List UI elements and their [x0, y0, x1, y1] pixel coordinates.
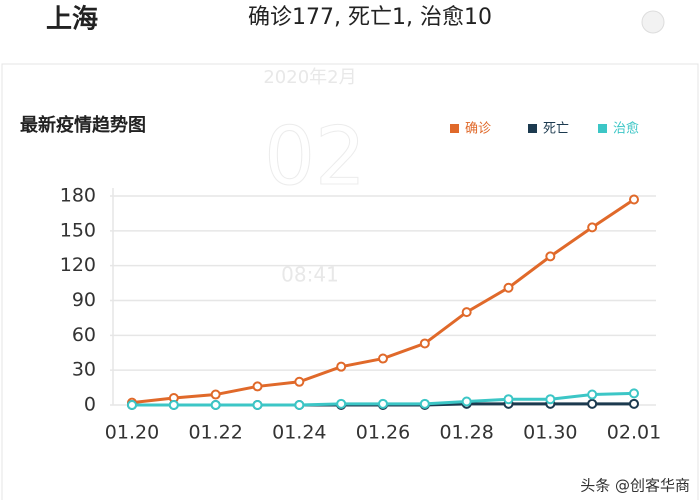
summary: 确诊177, 死亡1, 治愈10 — [248, 5, 492, 30]
legend-swatch — [528, 124, 537, 133]
card — [1, 63, 699, 504]
x-tick-label: 02.01 — [607, 422, 661, 444]
data-point — [378, 398, 388, 409]
data-point — [587, 222, 598, 233]
watermark-time: 08:41 — [281, 263, 339, 287]
data-point — [336, 398, 347, 409]
data-point — [629, 194, 639, 205]
watermark-month: 2020年2月 — [263, 67, 356, 88]
y-tick-label: 90 — [72, 289, 96, 311]
avatar-icon[interactable] — [641, 10, 665, 34]
x-tick-label: 01.28 — [439, 422, 493, 444]
data-point — [210, 389, 221, 400]
y-tick-label: 30 — [72, 359, 96, 381]
legend-label: 确诊 — [465, 122, 491, 137]
data-point — [545, 394, 556, 405]
data-point — [461, 307, 472, 318]
data-point — [629, 398, 639, 409]
y-tick-label: 180 — [60, 185, 96, 207]
data-point — [336, 361, 347, 372]
data-point — [252, 381, 263, 392]
data-point — [503, 394, 514, 405]
legend-label: 治愈 — [613, 122, 639, 137]
data-point — [210, 400, 221, 410]
data-point — [419, 338, 430, 349]
x-tick-label: 01.24 — [272, 422, 326, 444]
data-point — [419, 398, 430, 409]
legend-swatch — [450, 124, 459, 133]
legend-label: 死亡 — [543, 122, 569, 137]
y-tick-label: 60 — [72, 324, 96, 346]
watermark-day: 02 — [264, 110, 366, 203]
legend-swatch — [598, 124, 607, 133]
y-tick-label: 150 — [60, 219, 96, 241]
data-point — [168, 400, 179, 410]
x-tick-label: 01.20 — [105, 422, 159, 444]
data-point — [587, 398, 598, 409]
x-tick-label: 01.30 — [523, 422, 577, 444]
data-point — [127, 400, 137, 410]
data-point — [378, 353, 388, 364]
data-point — [545, 251, 556, 262]
data-point — [587, 389, 598, 400]
credit: 头条 @创客华商 — [580, 477, 690, 495]
data-point — [294, 376, 305, 387]
data-point — [503, 282, 514, 293]
y-tick-label: 120 — [60, 254, 96, 276]
y-tick-label: 0 — [84, 394, 96, 416]
x-tick-label: 01.22 — [188, 422, 242, 444]
data-point — [461, 396, 472, 407]
city: 上海 — [46, 5, 98, 35]
data-point — [294, 400, 305, 410]
x-tick-label: 01.26 — [356, 422, 410, 444]
chart-title: 最新疫情趋势图 — [20, 114, 146, 136]
data-point — [252, 400, 263, 410]
data-point — [629, 388, 639, 399]
